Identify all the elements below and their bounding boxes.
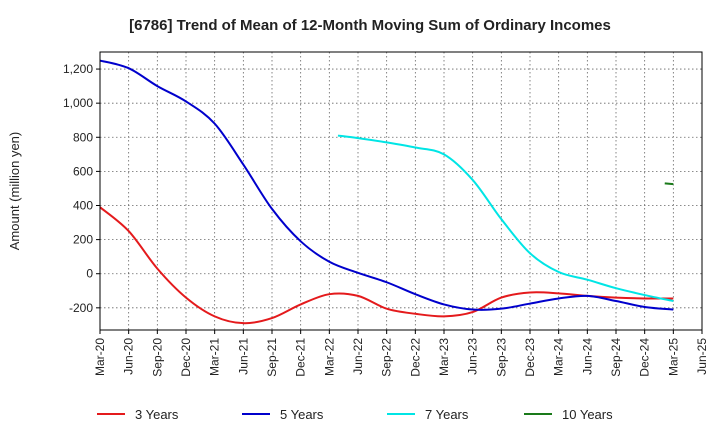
x-tick-label: Jun-21 [236, 338, 250, 375]
x-tick-label: Sep-22 [380, 338, 394, 377]
y-axis-label: Amount (million yen) [7, 132, 22, 251]
series-line-10-years [664, 182, 674, 186]
x-tick-label: Mar-25 [666, 338, 680, 376]
x-tick-label: Jun-23 [466, 338, 480, 375]
legend-label: 3 Years [135, 407, 179, 422]
y-tick-label: 400 [73, 198, 93, 212]
series-lines [99, 59, 674, 325]
legend-label: 7 Years [425, 407, 469, 422]
legend-item-10-years: 10 Years [524, 407, 613, 422]
series-line-7-years [337, 134, 674, 302]
legend-item-3-years: 3 Years [97, 407, 179, 422]
gridlines [99, 52, 703, 330]
y-tick-label: 1,000 [63, 96, 93, 110]
y-tick-label: 1,200 [63, 62, 93, 76]
x-tick-label: Mar-23 [437, 338, 451, 376]
x-tick-label: Sep-20 [150, 338, 164, 377]
series-line-5-years [99, 59, 674, 311]
y-tick-label: 800 [73, 130, 93, 144]
x-tick-label: Dec-22 [408, 338, 422, 377]
x-tick-label: Sep-24 [609, 338, 623, 377]
x-tick-label: Jun-24 [580, 338, 594, 375]
x-tick-label: Mar-20 [93, 338, 107, 376]
x-tick-label: Dec-21 [294, 338, 308, 377]
x-tick-label: Sep-23 [494, 338, 508, 377]
y-axis-ticks: -200 0 200 400 600 800 1,000 1,200 [63, 62, 100, 315]
x-tick-label: Jun-20 [122, 338, 136, 375]
legend: 3 Years 5 Years 7 Years 10 Years [97, 407, 613, 422]
y-tick-label: 0 [86, 267, 93, 281]
y-tick-label: 600 [73, 164, 93, 178]
legend-label: 10 Years [562, 407, 613, 422]
chart-title: [6786] Trend of Mean of 12-Month Moving … [129, 17, 611, 34]
x-axis-ticks: Mar-20 Jun-20 Sep-20 Dec-20 Mar-21 Jun-21 Sep-… [93, 330, 709, 377]
x-tick-label: Dec-24 [638, 338, 652, 377]
x-tick-label: Dec-23 [523, 338, 537, 377]
legend-item-5-years: 5 Years [242, 407, 324, 422]
x-tick-label: Dec-20 [179, 338, 193, 377]
plot-frame [99, 51, 703, 331]
x-tick-label: Jun-25 [695, 338, 709, 375]
legend-item-7-years: 7 Years [387, 407, 469, 422]
x-tick-label: Mar-22 [322, 338, 336, 376]
x-tick-label: Jun-22 [351, 338, 365, 375]
legend-label: 5 Years [280, 407, 324, 422]
x-tick-label: Mar-24 [552, 338, 566, 376]
y-tick-label: -200 [69, 301, 93, 315]
x-tick-label: Mar-21 [208, 338, 222, 376]
x-tick-label: Sep-21 [265, 338, 279, 377]
y-tick-label: 200 [73, 233, 93, 247]
